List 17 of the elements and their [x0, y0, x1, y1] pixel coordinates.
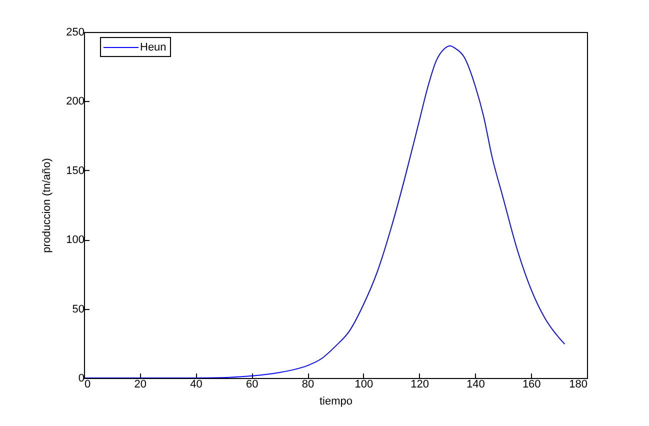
x-tick-label: 40 — [190, 378, 202, 390]
x-tick-label: 140 — [466, 378, 485, 390]
x-tick-label: 120 — [410, 378, 430, 390]
y-tick-label: 200 — [66, 96, 84, 108]
legend-label: Heun — [140, 42, 166, 54]
y-tick-label: 250 — [66, 26, 84, 38]
y-tick-label: 50 — [72, 303, 84, 316]
x-tick-label: 180 — [569, 378, 588, 390]
x-tick-label: 20 — [134, 378, 147, 390]
y-axis-title: produccion (tn/año) — [41, 158, 54, 253]
y-tick-label: 100 — [66, 234, 84, 246]
y-tick-label: 150 — [66, 164, 84, 177]
x-tick-label: 100 — [354, 378, 374, 390]
x-tick-label: 80 — [302, 378, 314, 390]
x-axis-title: tiempo — [319, 396, 353, 408]
x-tick-label: 60 — [246, 378, 258, 390]
x-tick-label: 160 — [522, 378, 541, 390]
